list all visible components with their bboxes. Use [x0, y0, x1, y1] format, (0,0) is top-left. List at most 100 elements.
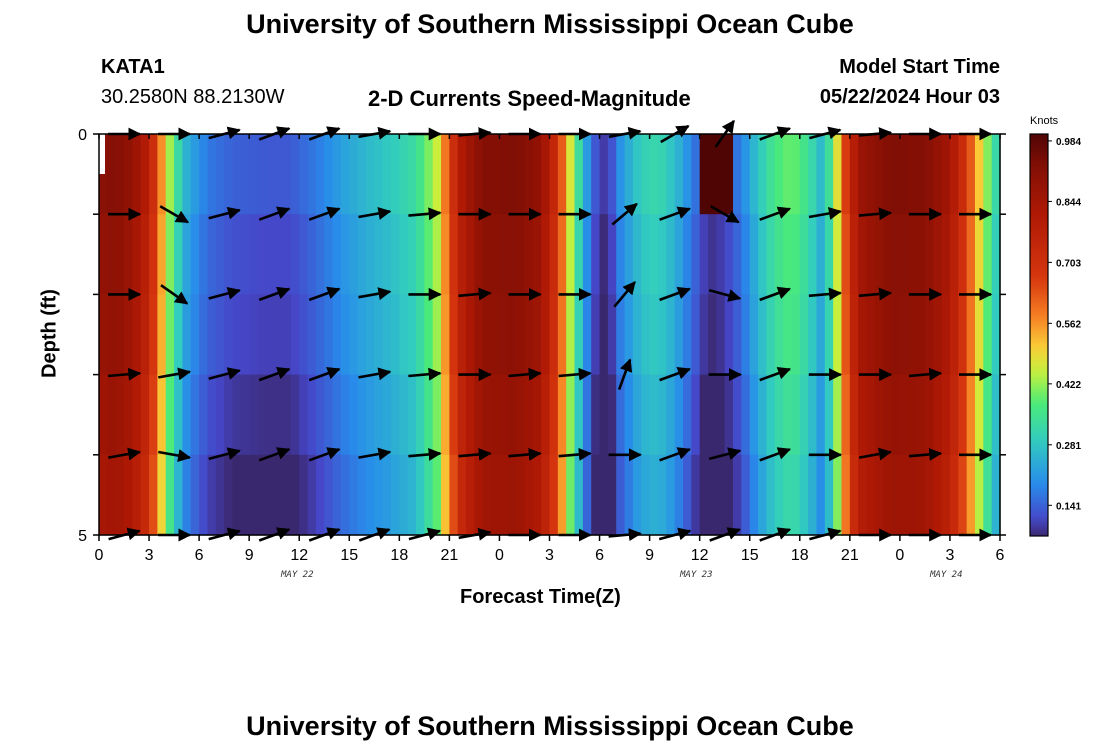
heat-cell: [290, 134, 300, 215]
heat-cell: [299, 134, 309, 215]
heat-cell: [924, 294, 934, 376]
heat-cell: [799, 374, 809, 456]
heat-cell: [674, 454, 684, 536]
heat-cell: [157, 214, 167, 295]
heat-cell: [616, 214, 626, 295]
heat-cell: [924, 134, 934, 215]
product-title: 2-D Currents Speed-Magnitude: [368, 86, 691, 111]
heat-cell: [491, 374, 501, 456]
y-tick-label: 0: [78, 127, 87, 144]
heat-cell: [140, 214, 150, 295]
y-axis-label: Depth (ft): [38, 289, 61, 378]
heat-cell: [574, 134, 584, 215]
x-tick-label: 18: [390, 547, 408, 564]
heat-cell: [140, 454, 150, 536]
heat-cell: [215, 294, 225, 376]
heat-cell: [324, 294, 334, 376]
heat-cell: [249, 214, 259, 295]
heat-cell: [532, 374, 542, 456]
heat-cell: [374, 454, 384, 536]
heat-cell: [157, 454, 167, 536]
heat-cell: [691, 134, 701, 215]
heat-cell: [207, 374, 217, 456]
heat-cell: [124, 294, 133, 376]
heat-cell: [374, 214, 384, 295]
heat-cell: [499, 214, 509, 295]
heat-cell: [482, 294, 492, 376]
heat-cell: [491, 134, 501, 215]
heat-cell: [449, 294, 459, 376]
heat-cell: [541, 374, 551, 456]
heat-cell: [816, 294, 826, 376]
heat-cell: [491, 294, 501, 376]
heat-cell: [390, 454, 400, 536]
heat-cell: [441, 294, 450, 376]
heat-cell: [132, 374, 142, 456]
current-vector-arrow: [858, 287, 893, 301]
heat-cell: [949, 374, 959, 456]
heat-cell: [132, 294, 142, 376]
heat-cell: [549, 134, 559, 215]
heat-cell: [107, 294, 117, 376]
heat-cell: [416, 134, 425, 215]
heat-cell: [541, 134, 551, 215]
heat-cell: [566, 294, 576, 376]
heat-cell: [441, 214, 450, 295]
heat-cell: [432, 374, 442, 456]
heat-cell: [416, 294, 425, 376]
heat-cell: [708, 374, 717, 456]
heat-cell: [382, 214, 392, 295]
heat-cell: [824, 134, 834, 215]
heat-cell: [299, 454, 309, 536]
heat-cell: [340, 374, 350, 456]
heat-cell: [733, 214, 742, 295]
heat-cell: [691, 214, 701, 295]
heat-cell: [274, 214, 284, 295]
heat-cell: [974, 294, 984, 376]
heat-cell: [724, 214, 734, 295]
heat-cell: [124, 374, 133, 456]
heat-cell: [532, 134, 542, 215]
heat-cell: [182, 134, 192, 215]
current-vector-arrow: [358, 447, 392, 461]
heat-cell: [282, 374, 292, 456]
heat-cell: [891, 134, 901, 215]
heat-cell: [332, 134, 342, 215]
colorbar: Knots 0.984 0.844 0.703 0.562 0.422 0.281 0.141: [1029, 115, 1081, 537]
heat-cell: [724, 294, 734, 376]
day-label-may24: MAY 24: [930, 570, 963, 580]
heat-cell: [824, 294, 834, 376]
current-vector-arrow: [617, 358, 633, 391]
heat-cell: [149, 134, 158, 215]
heat-cell: [457, 214, 467, 295]
heat-cell: [949, 214, 959, 295]
heat-cell: [582, 134, 592, 215]
heat-cell: [299, 374, 309, 456]
heat-cell: [399, 134, 409, 215]
heat-cell: [257, 214, 267, 295]
x-tick-label: 12: [691, 547, 709, 564]
current-vector-arrow: [308, 206, 341, 221]
heat-cell: [240, 294, 250, 376]
heat-cell: [774, 134, 784, 215]
heat-cell: [591, 374, 601, 456]
heat-cell: [174, 374, 184, 456]
current-vector-arrow: [908, 447, 943, 461]
heat-cell: [799, 134, 809, 215]
heat-cell: [324, 454, 334, 536]
heat-cell: [124, 214, 133, 295]
heat-cell: [791, 374, 801, 456]
heat-cell: [708, 454, 717, 536]
heat-cell: [249, 374, 259, 456]
currents-heatmap-chart: 0 3 6 9 12 15 18 21 0 3 6 9 12 15 18 21 0 3 605 Knots0.984…: [78, 115, 1081, 564]
heat-cell: [549, 214, 559, 295]
heat-cell: [165, 214, 175, 295]
current-vector-arrow: [710, 205, 740, 224]
heat-cell: [933, 294, 943, 376]
heat-cell: [666, 454, 676, 536]
current-vector-arrow: [408, 207, 442, 221]
heat-cell: [224, 374, 234, 456]
heat-cell: [474, 214, 484, 295]
heat-cell: [224, 454, 234, 536]
heat-cell: [240, 374, 250, 456]
